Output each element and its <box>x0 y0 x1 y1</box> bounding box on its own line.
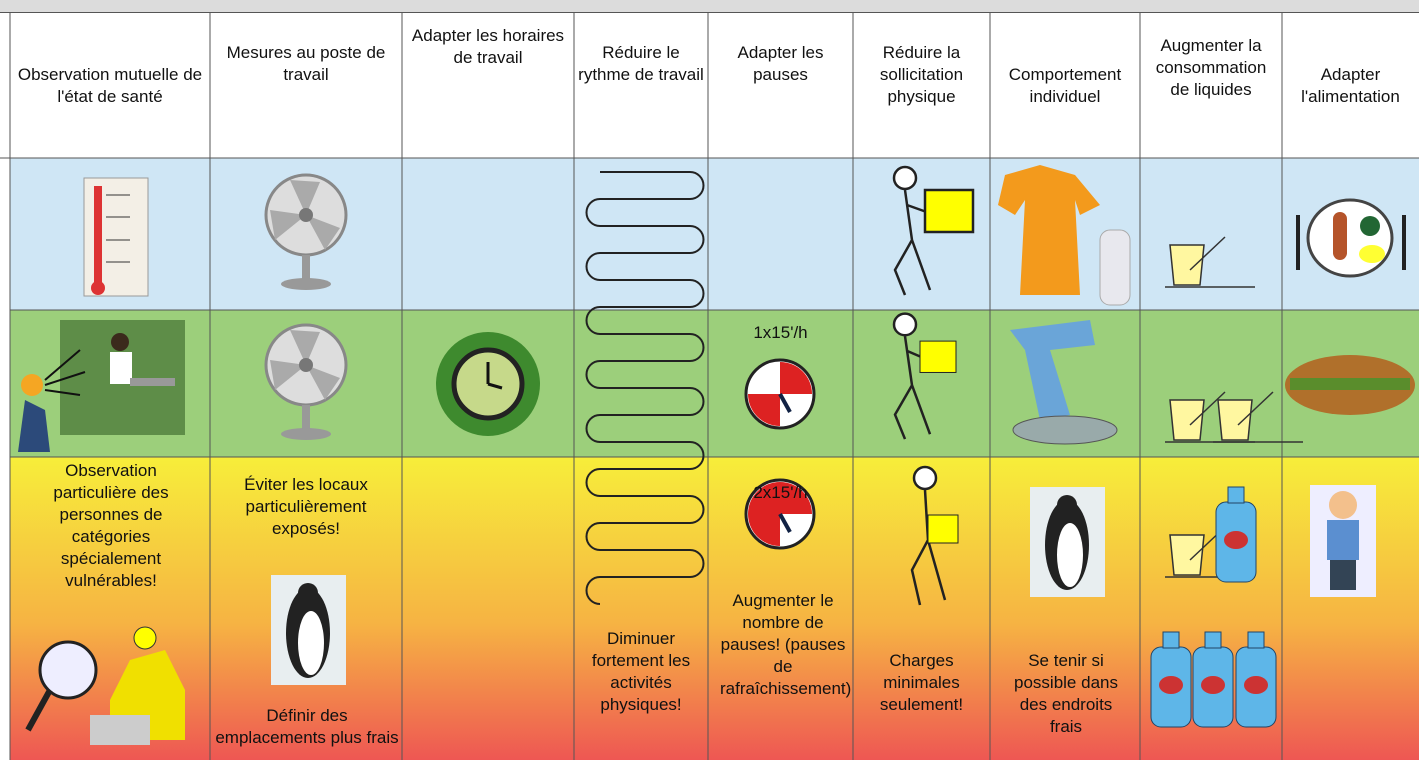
column-header: Adapter les horaires de travail <box>411 26 565 67</box>
column-header: Mesures au poste de travail <box>226 43 386 84</box>
bottle <box>1215 486 1257 583</box>
measure-text: Se tenir si possible dans des endroits f… <box>1014 651 1118 736</box>
glass <box>1165 236 1255 288</box>
column-header: Adapter les pauses <box>737 43 824 84</box>
plate <box>1296 198 1406 278</box>
serpentine <box>585 171 705 605</box>
pause-clock <box>744 358 816 430</box>
child <box>1310 485 1376 597</box>
column-header: Augmenter la consommation de liquides <box>1155 36 1267 99</box>
foot-bath <box>1010 320 1118 445</box>
column-header: Réduire le rythme de travail <box>578 43 704 84</box>
column-header: Adapter l'alimentation <box>1301 65 1400 106</box>
measure-text: Diminuer fortement les activités physiqu… <box>591 629 691 714</box>
column-header: Observation mutuelle de l'état de santé <box>17 65 203 106</box>
column-header: Réduire la sollicitation physique <box>879 43 964 106</box>
measure-text: Définir des emplacements plus frais <box>215 706 399 747</box>
sandwich <box>1285 355 1415 415</box>
pause-rate: 1x15'/h <box>753 323 808 342</box>
shirt <box>998 165 1131 306</box>
lifting-figure <box>892 165 975 296</box>
column-header: Comportement individuel <box>1008 65 1122 106</box>
pause-rate: 2x15'/h <box>753 483 808 502</box>
grid <box>0 13 1419 760</box>
office-scene <box>18 320 185 452</box>
measure-text: Éviter les locaux particulièrement expos… <box>244 475 368 538</box>
measure-text: Charges minimales seulement! <box>879 651 964 714</box>
thermometer <box>83 177 149 297</box>
penguin <box>1030 487 1105 597</box>
alarm-clock <box>436 332 540 436</box>
fan <box>264 173 348 290</box>
measure-text: Observation particulière des personnes d… <box>53 461 169 590</box>
top-strip <box>0 0 1419 13</box>
inspection <box>25 626 185 745</box>
measure-text: Augmenter le nombre de pauses! (pauses d… <box>720 591 852 698</box>
